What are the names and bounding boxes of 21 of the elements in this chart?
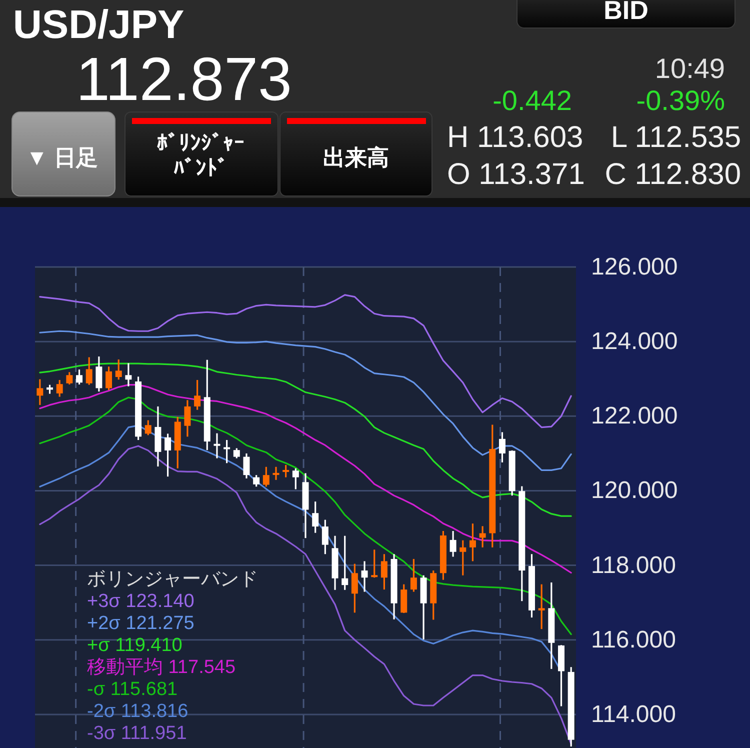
legend: ボリンジャーバンド +3σ 123.140 +2σ 121.275 +σ 119.410 移動平均 117.545 -σ 115.681 -2σ 113.816 -3σ 111.951: [87, 569, 258, 744]
y-tick-label: 124.000: [591, 328, 678, 356]
close: C 112.830: [604, 158, 741, 191]
indicator-button: 出来高: [280, 112, 432, 196]
time: 10:49: [654, 53, 725, 84]
period-button: ▼ 日足: [12, 112, 116, 196]
bid-button: BID: [516, 0, 736, 28]
open: O 113.371: [447, 158, 585, 191]
y-tick-label: 118.000: [591, 552, 676, 579]
y-tick-label: 116.000: [591, 626, 676, 654]
chart-subtitle: 112.873: [76, 45, 292, 113]
indicator-button: ﾎﾞﾘﾝｼﾞｬｰﾊﾞﾝﾄﾞ: [124, 112, 278, 196]
y-tick-label: 114.000: [591, 700, 676, 728]
chart-title: USD/JPY: [13, 3, 184, 47]
change-percent: -0.39%: [636, 85, 725, 116]
change: -0.442: [492, 85, 572, 116]
low: L 112.535: [610, 121, 741, 154]
high: H 113.603: [447, 121, 584, 154]
y-tick-label: 126.000: [591, 254, 678, 280]
y-tick-label: 120.000: [591, 477, 678, 504]
y-tick-label: 122.000: [591, 402, 678, 430]
